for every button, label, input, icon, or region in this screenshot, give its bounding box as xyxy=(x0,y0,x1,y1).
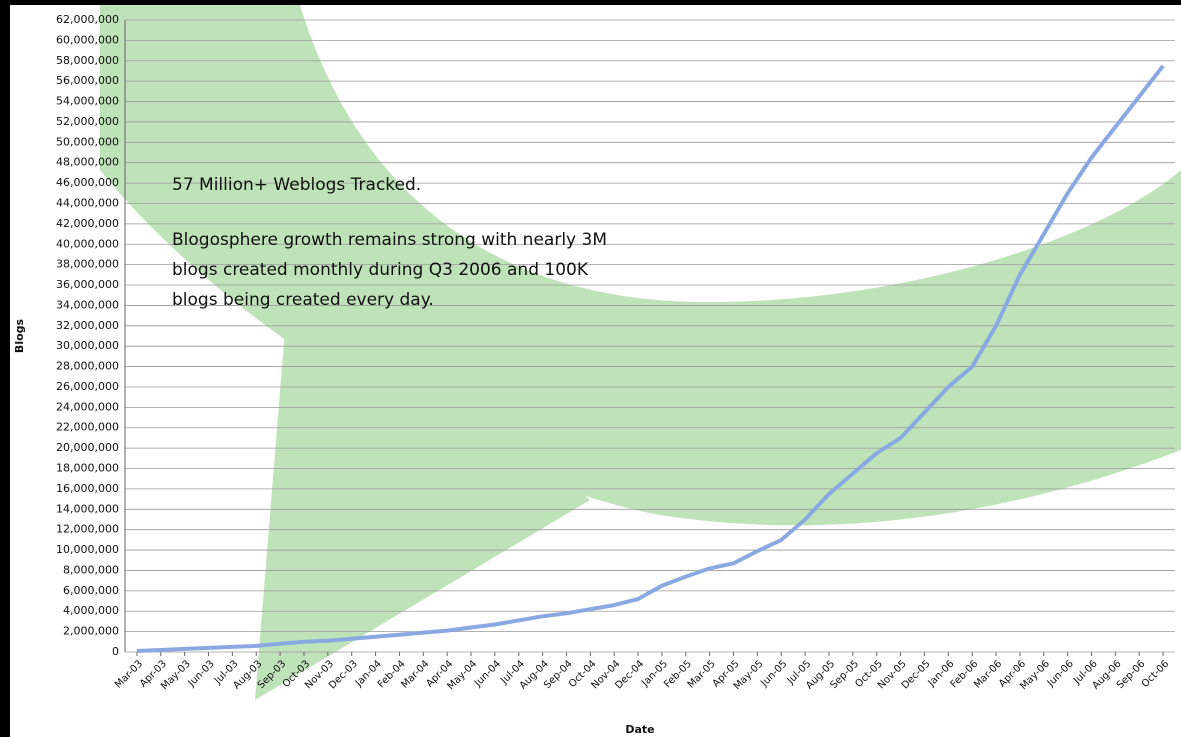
y-tick-label: 22,000,000 xyxy=(56,421,119,434)
y-tick-label: 56,000,000 xyxy=(56,74,119,87)
y-tick-label: 26,000,000 xyxy=(56,380,119,393)
y-tick-label: 36,000,000 xyxy=(56,278,119,291)
y-tick-label: 20,000,000 xyxy=(56,441,119,454)
y-tick-label: 16,000,000 xyxy=(56,482,119,495)
annotation: blogs created monthly during Q3 2006 and… xyxy=(172,260,589,280)
y-tick-label: 2,000,000 xyxy=(63,625,119,638)
y-tick-label: 50,000,000 xyxy=(56,135,119,148)
y-tick-label: 62,000,000 xyxy=(56,13,119,26)
annotation: Blogosphere growth remains strong with n… xyxy=(172,230,607,250)
y-tick-label: 58,000,000 xyxy=(56,54,119,67)
decoration xyxy=(100,5,1181,700)
y-tick-label: 34,000,000 xyxy=(56,298,119,311)
y-tick-label: 8,000,000 xyxy=(63,563,119,576)
y-tick-label: 28,000,000 xyxy=(56,360,119,373)
y-tick-label: 12,000,000 xyxy=(56,523,119,536)
y-tick-label: 0 xyxy=(112,645,119,658)
y-tick-label: 42,000,000 xyxy=(56,217,119,230)
y-tick-label: 6,000,000 xyxy=(63,584,119,597)
y-tick-label: 32,000,000 xyxy=(56,319,119,332)
line-series xyxy=(136,64,1165,653)
y-tick-label: 48,000,000 xyxy=(56,156,119,169)
y-tick-label: 52,000,000 xyxy=(56,115,119,128)
y-tick-label: 46,000,000 xyxy=(56,176,119,189)
y-tick-label: 54,000,000 xyxy=(56,95,119,108)
y-tick-label: 40,000,000 xyxy=(56,237,119,250)
y-tick-label: 14,000,000 xyxy=(56,502,119,515)
y-tick-label: 60,000,000 xyxy=(56,33,119,46)
y-tick-label: 24,000,000 xyxy=(56,400,119,413)
x-axis-title: Date xyxy=(625,723,654,736)
y-axis-title: Blogs xyxy=(13,318,26,353)
y-tick-label: 10,000,000 xyxy=(56,543,119,556)
y-tick-label: 38,000,000 xyxy=(56,258,119,271)
swoosh-tail xyxy=(255,250,590,700)
y-tick-label: 44,000,000 xyxy=(56,196,119,209)
y-tick-label: 18,000,000 xyxy=(56,462,119,475)
annotation: blogs being created every day. xyxy=(172,290,434,310)
annotation: 57 Million+ Weblogs Tracked. xyxy=(172,175,421,195)
y-tick-label: 30,000,000 xyxy=(56,339,119,352)
y-tick-label: 4,000,000 xyxy=(63,604,119,617)
